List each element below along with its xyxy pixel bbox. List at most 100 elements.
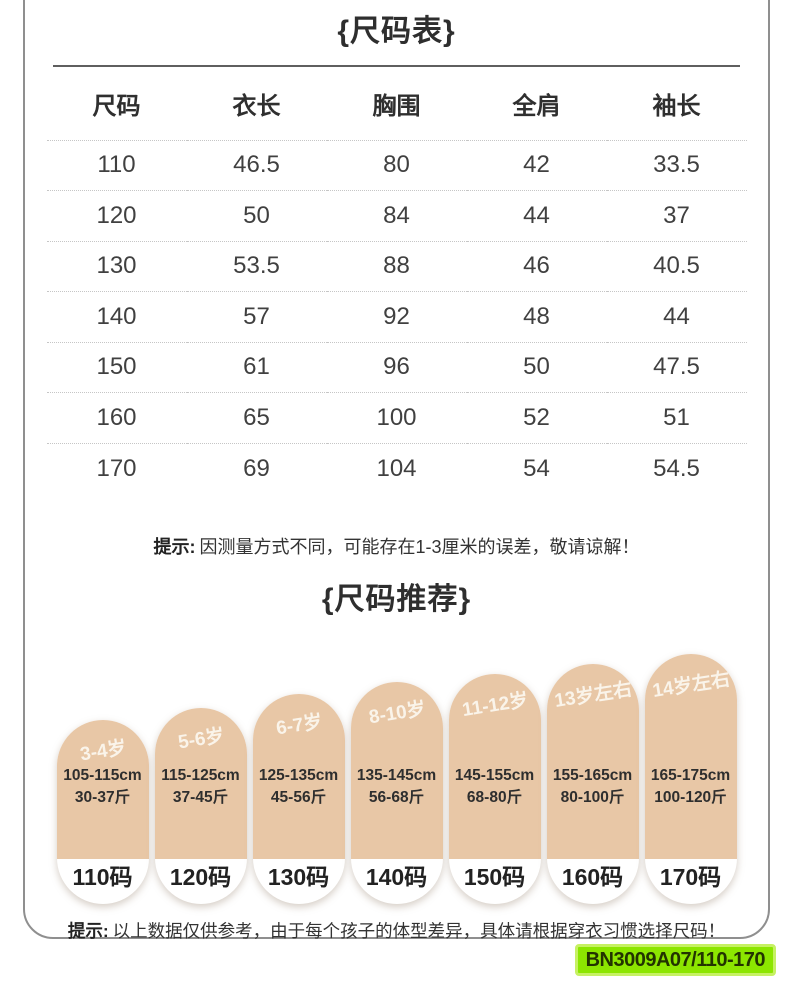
table-cell: 69 [186,442,327,494]
size-capsule-150: 11-12岁 145-155cm 68-80斤 150码 [448,674,541,904]
size-code-label: 120码 [169,864,232,890]
table-cell: 88 [326,240,467,292]
capsule-fill: 6-7岁 125-135cm 45-56斤 [252,694,345,859]
note-label: 提示: [153,536,196,557]
capsule-fill: 11-12岁 145-155cm 68-80斤 [448,674,541,859]
size-table: 尺码 衣长 胸围 全肩 袖长 110 46.5 80 42 33.5 120 5 [46,67,747,494]
table-cell: 61 [186,341,327,393]
weight-range: 45-56斤 [270,789,327,806]
table-cell: 40.5 [606,240,747,292]
col-header-chest: 胸围 [372,92,421,120]
col-header-size: 尺码 [92,92,141,120]
card-content: {尺码表} 尺码 衣长 胸围 全肩 袖长 110 46.5 80 42 33.5 [25,9,768,985]
capsule-fill: 14岁左右 165-175cm 100-120斤 [644,654,737,859]
table-cell: 44 [606,291,747,342]
table-cell: 150 [46,341,187,393]
age-label: 5-6岁 [176,725,226,754]
height-range: 155-165cm [552,767,633,784]
weight-range: 56-68斤 [368,789,425,806]
table-header-row: 尺码 衣长 胸围 全肩 袖长 [47,67,747,140]
size-recommend-title: {尺码推荐} [321,582,472,616]
table-row: 130 53.5 88 46 40.5 [46,240,747,292]
table-cell: 160 [46,392,187,443]
table-row: 170 69 104 54 54.5 [46,442,747,494]
table-row: 120 50 84 44 37 [46,190,747,241]
table-cell: 51 [606,392,747,443]
table-cell: 92 [326,291,467,342]
age-label: 13岁左右 [552,678,634,712]
table-cell: 52 [466,392,607,443]
table-cell: 130 [46,240,187,292]
table-row: 150 61 96 50 47.5 [46,341,747,393]
height-range: 165-175cm [650,767,731,784]
table-cell: 42 [466,139,607,191]
table-cell: 140 [46,291,187,342]
height-range: 115-125cm [161,767,240,784]
height-weight-label: 115-125cm 37-45斤 [149,765,253,809]
col-header-length: 衣长 [232,92,281,120]
table-cell: 50 [186,190,327,241]
table-cell: 65 [186,392,327,443]
col-header-shoulder: 全肩 [512,92,561,120]
height-weight-label: 155-165cm 80-100斤 [541,765,645,809]
size-table-title: {尺码表} [337,15,456,48]
table-cell: 100 [326,392,467,443]
table-cell: 104 [326,442,467,494]
height-range: 145-155cm [454,767,535,784]
size-capsule-130: 6-7岁 125-135cm 45-56斤 130码 [252,694,345,904]
table-row: 110 46.5 80 42 33.5 [46,139,747,191]
table-cell: 46 [466,240,607,292]
table-row: 140 57 92 48 44 [46,291,747,342]
capsule-fill: 8-10岁 135-145cm 56-68斤 [350,682,443,859]
size-capsule-140: 8-10岁 135-145cm 56-68斤 140码 [350,682,443,904]
weight-range: 37-45斤 [172,789,229,806]
age-label: 11-12岁 [460,689,530,722]
capsule-fill: 3-4岁 105-115cm 30-37斤 [56,720,149,859]
table-cell: 46.5 [186,139,327,191]
height-weight-label: 135-145cm 56-68斤 [345,765,449,809]
reference-note: 提示: 以上数据仅供参考，由于每个孩子的体型差异，具体请根据穿衣习惯选择尺码！ [25,919,768,943]
size-recommend-capsules: 3-4岁 105-115cm 30-37斤 110码 5-6岁 115-125c… [25,652,768,904]
size-code-label: 110码 [72,864,133,890]
capsule-fill: 13岁左右 155-165cm 80-100斤 [546,664,639,859]
table-cell: 47.5 [606,341,747,393]
note-label: 提示: [67,921,109,941]
size-code-label: 140码 [365,864,428,890]
age-label: 6-7岁 [274,711,324,740]
table-cell: 96 [326,341,467,393]
age-label: 14岁左右 [650,668,732,702]
height-range: 125-135cm [258,767,339,784]
weight-range: 30-37斤 [74,789,131,806]
table-cell: 53.5 [186,240,327,292]
table-cell: 54.5 [606,442,747,494]
height-range: 135-145cm [356,767,437,784]
table-row: 160 65 100 52 51 [46,392,747,443]
size-code-label: 130码 [267,864,330,890]
col-header-sleeve: 袖长 [652,92,701,120]
size-code-label: 150码 [463,864,526,890]
product-code-badge: BN3009A07/110-170 [574,944,776,976]
table-cell: 170 [46,442,187,494]
capsule-fill: 5-6岁 115-125cm 37-45斤 [154,708,247,859]
table-cell: 57 [186,291,327,342]
table-cell: 120 [46,190,187,241]
note-text: 因测量方式不同，可能存在1-3厘米的误差，敬请谅解！ [199,536,640,557]
age-label: 8-10岁 [367,698,427,729]
size-capsule-120: 5-6岁 115-125cm 37-45斤 120码 [154,708,247,904]
height-weight-label: 125-135cm 45-56斤 [247,765,351,809]
table-cell: 110 [46,139,187,191]
table-cell: 44 [466,190,607,241]
height-range: 105-115cm [63,767,142,784]
measurement-note: 提示: 因测量方式不同，可能存在1-3厘米的误差，敬请谅解！ [45,534,748,560]
table-cell: 37 [606,190,747,241]
table-cell: 48 [466,291,607,342]
weight-range: 100-120斤 [654,789,727,806]
title-divider [53,65,740,67]
size-capsule-160: 13岁左右 155-165cm 80-100斤 160码 [546,664,639,904]
size-code-label: 160码 [561,864,624,890]
height-weight-label: 145-155cm 68-80斤 [443,765,547,809]
table-cell: 80 [326,139,467,191]
size-chart-card: {尺码表} 尺码 衣长 胸围 全肩 袖长 110 46.5 80 42 33.5 [23,0,770,941]
note-text: 以上数据仅供参考，由于每个孩子的体型差异，具体请根据穿衣习惯选择尺码！ [112,921,726,941]
